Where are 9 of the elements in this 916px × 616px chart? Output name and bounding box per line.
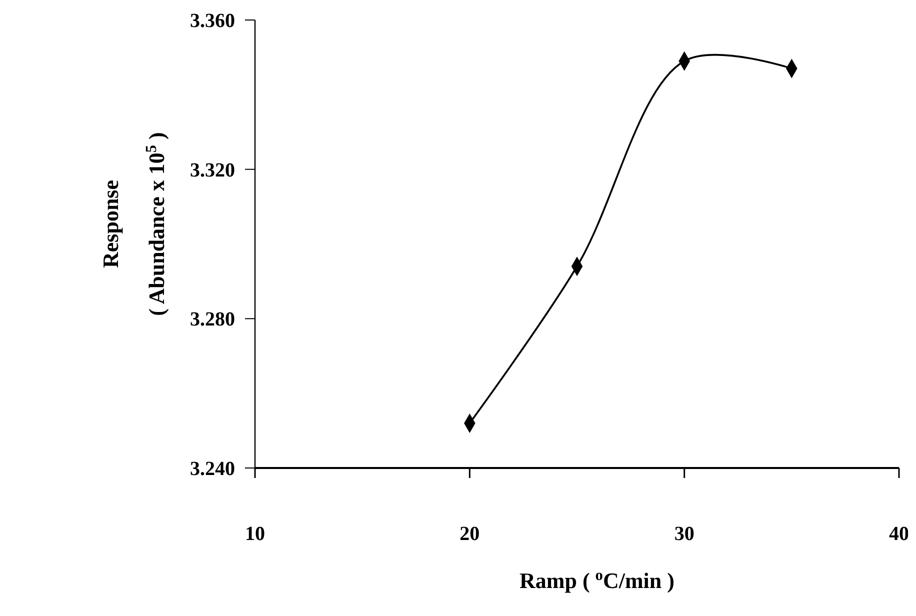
x-tick-label: 20 [460,523,480,545]
x-tick-label: 10 [245,523,265,545]
x-axis-title: Ramp ( $^{o}$C/min ) [520,566,674,593]
y-tick-label: 3.240 [190,458,235,480]
x-tick-label: 40 [889,523,909,545]
y-tick-label: 3.320 [190,159,235,182]
y-tick-label: 3.280 [190,308,235,331]
y-tick-label: 3.360 [190,10,235,32]
x-tick-label: 30 [674,523,694,545]
